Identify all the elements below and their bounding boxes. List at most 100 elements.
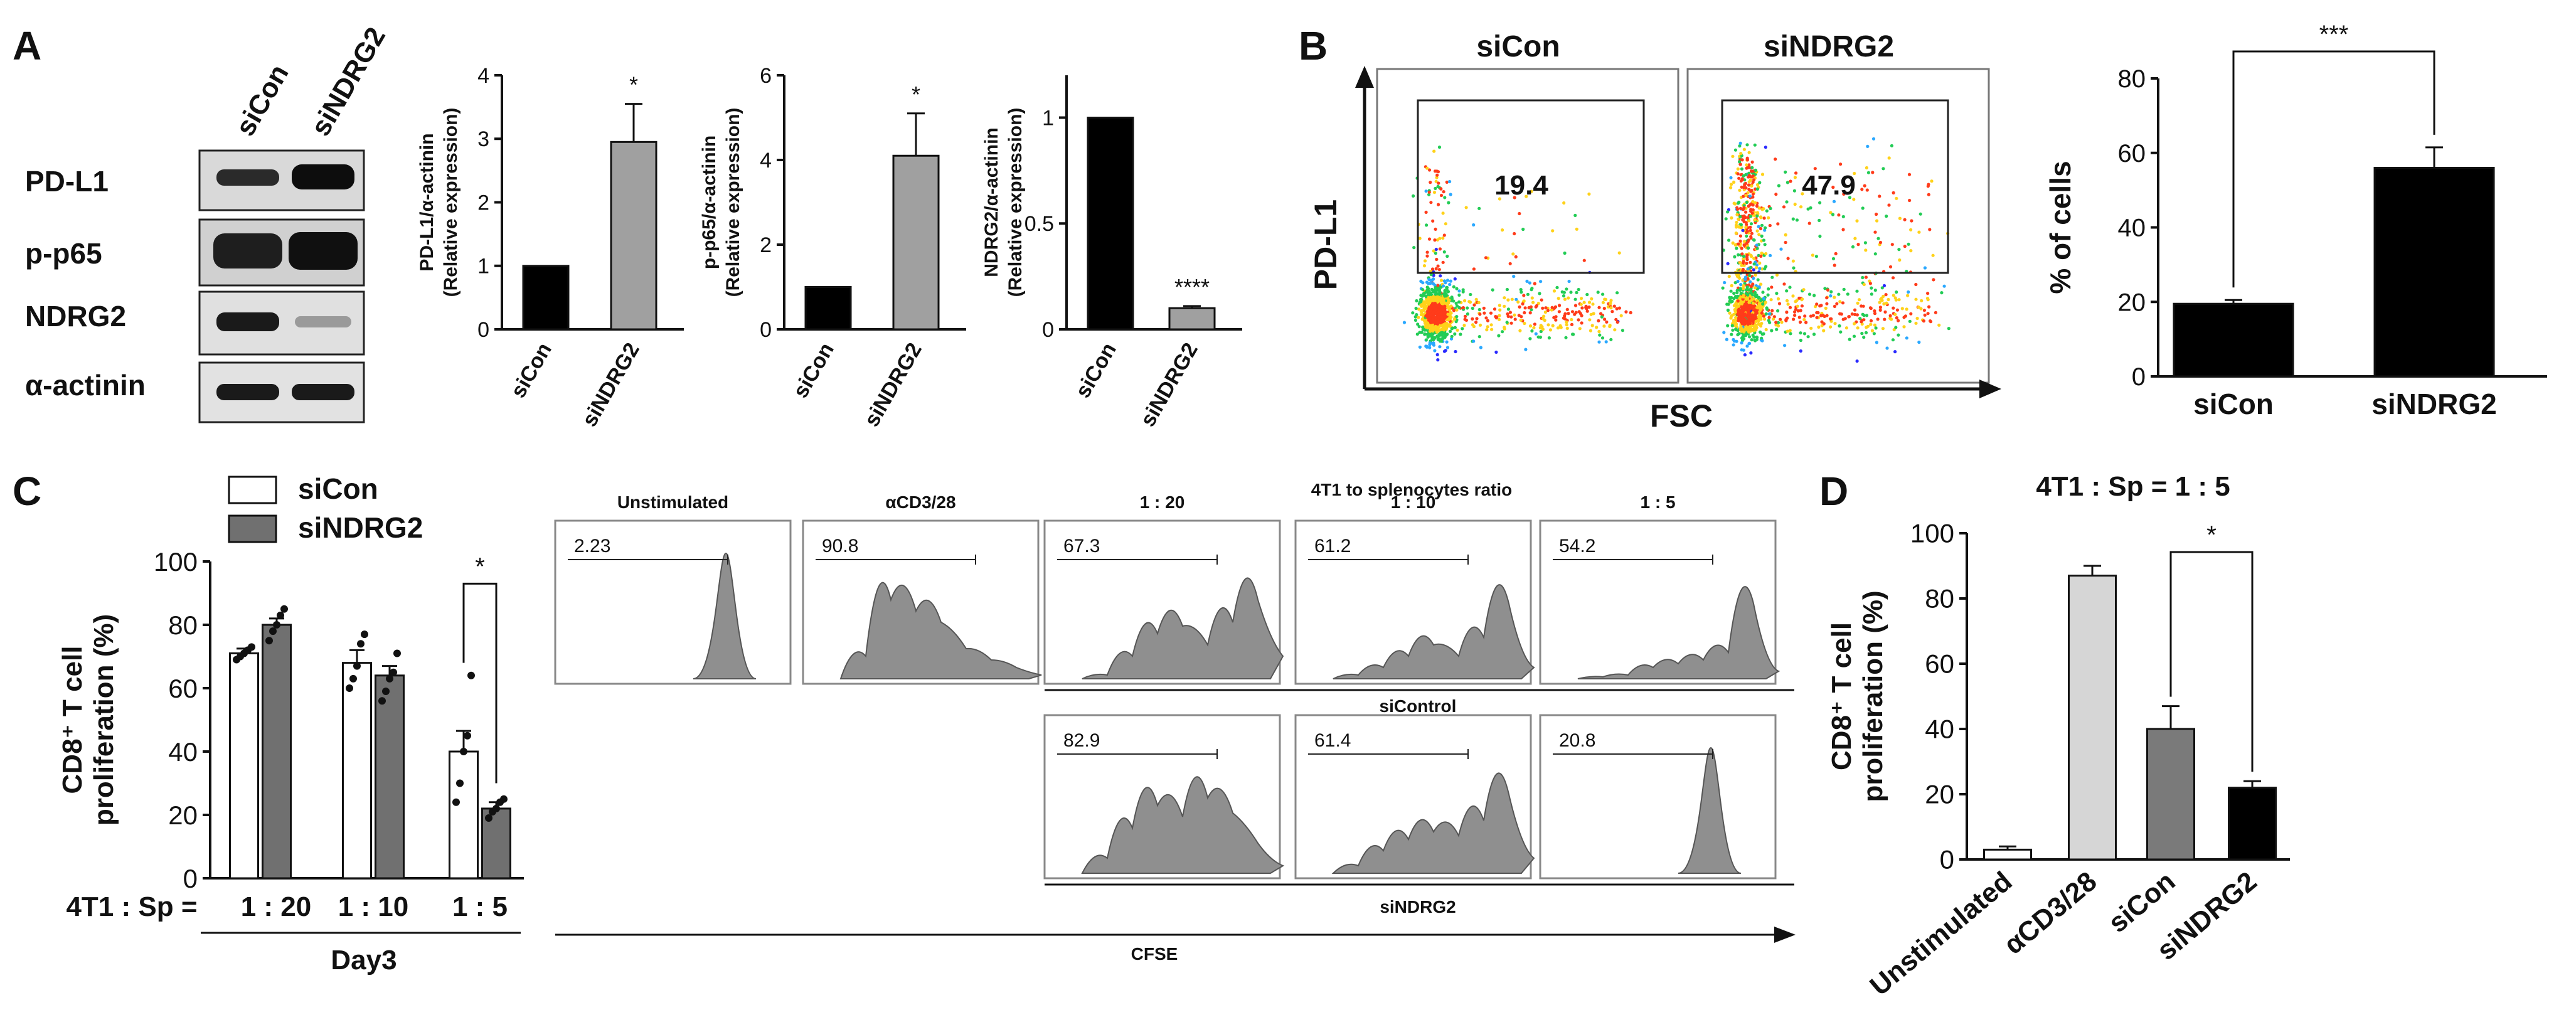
event-dot [1873, 230, 1877, 234]
event-dot [1738, 144, 1742, 148]
event-dot [1914, 297, 1918, 301]
event-dot [1732, 338, 1735, 342]
event-dot [1742, 305, 1745, 309]
event-dot [1437, 203, 1440, 206]
event-dot [1897, 319, 1900, 322]
event-dot [1565, 323, 1568, 327]
significance-label: *** [2319, 21, 2349, 48]
event-dot [1749, 222, 1754, 226]
event-dot [1766, 293, 1770, 297]
legend-label: siNDRG2 [298, 511, 423, 544]
event-dot [1752, 335, 1756, 339]
flow-gate-sindrg2 [1721, 99, 1949, 274]
event-dot [1927, 305, 1931, 309]
event-dot [1742, 243, 1746, 247]
event-dot [1931, 253, 1935, 257]
flow-dots-sicon [1402, 146, 1632, 362]
cfse-panel-frame [554, 519, 792, 685]
event-dot [1452, 309, 1456, 312]
event-dot [1875, 219, 1879, 223]
event-dot [1902, 325, 1906, 329]
y-tick-label: 80 [2118, 65, 2146, 93]
event-dot [1506, 314, 1510, 318]
event-dot [1740, 167, 1744, 171]
event-dot [1433, 349, 1437, 353]
event-dot [1442, 233, 1446, 237]
event-dot [1435, 353, 1439, 357]
bar-siCon [2146, 728, 2195, 861]
event-dot [1792, 266, 1796, 270]
event-dot [1562, 201, 1566, 205]
event-dot [1438, 345, 1442, 349]
event-dot [1752, 213, 1756, 218]
event-dot [1554, 318, 1558, 322]
event-dot [1752, 277, 1755, 280]
event-dot [1494, 350, 1498, 354]
event-dot [1888, 314, 1892, 317]
flow-cytometry: siCon siNDRG2 19.4 47.9 PD-L1 FSC [1308, 30, 2001, 433]
event-dot [1521, 227, 1525, 231]
event-dot [1747, 151, 1751, 154]
event-dot [1522, 299, 1526, 303]
event-dot [1508, 311, 1512, 314]
event-dot [1753, 290, 1757, 294]
event-dot [1740, 348, 1743, 352]
event-dot [1942, 284, 1946, 288]
band-pdl1-sicon [216, 169, 279, 186]
event-dot [1865, 326, 1868, 329]
event-dot [1848, 196, 1851, 199]
event-dot [1895, 290, 1898, 294]
event-dot [1765, 209, 1769, 213]
event-dot [1621, 329, 1624, 332]
event-dot [1438, 324, 1442, 328]
event-dot [1737, 253, 1740, 257]
event-dot [1440, 301, 1444, 305]
category-label: siNDRG2 [577, 339, 644, 431]
event-dot [1464, 206, 1468, 210]
event-dot [1742, 287, 1745, 290]
event-dot [1453, 277, 1457, 281]
event-dot [1815, 316, 1819, 319]
event-dot [1853, 308, 1857, 312]
event-dot [1831, 213, 1835, 216]
event-dot [1513, 231, 1516, 236]
band-pp65-sicon [213, 233, 282, 268]
event-dot [1779, 247, 1783, 251]
event-dot [1430, 267, 1435, 271]
event-dot [1785, 311, 1789, 314]
event-dot [1745, 234, 1748, 238]
event-dot [1427, 317, 1431, 321]
y-axis-label: proliferation (%) [1858, 590, 1888, 802]
event-dot [1523, 306, 1527, 310]
event-dot [1748, 228, 1752, 232]
event-dot [1754, 319, 1758, 323]
event-dot [1442, 331, 1445, 335]
event-dot [1610, 310, 1614, 314]
event-dot [1609, 306, 1613, 310]
event-dot [1737, 242, 1740, 246]
event-dot [1411, 311, 1415, 315]
event-dot [1751, 301, 1755, 305]
y-tick-label: 0 [183, 864, 198, 893]
event-dot [1883, 310, 1887, 314]
event-dot [1788, 285, 1792, 289]
event-dot [1897, 298, 1901, 302]
event-dot [1755, 214, 1759, 218]
event-dot [1934, 311, 1937, 314]
event-dot [1738, 162, 1742, 166]
event-dot [1435, 173, 1439, 177]
event-dot [1745, 231, 1748, 235]
event-dot [1796, 304, 1799, 308]
event-dot [1447, 305, 1450, 309]
event-dot [1866, 171, 1870, 174]
bar-αCD3/28 [2068, 575, 2117, 861]
y-axis-label: proliferation (%) [88, 614, 119, 826]
event-dot [1578, 327, 1582, 331]
event-dot [1420, 304, 1424, 308]
event-dot [1878, 306, 1882, 309]
event-dot [1862, 336, 1866, 339]
event-dot [1873, 289, 1877, 292]
event-dot [1869, 319, 1873, 322]
event-dot [1469, 292, 1472, 297]
event-dot [1895, 316, 1898, 320]
